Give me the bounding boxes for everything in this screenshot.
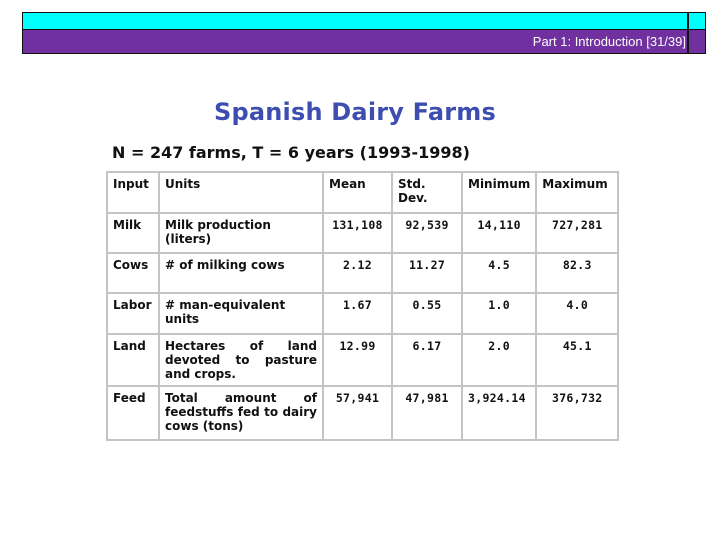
slide-subtitle: N = 247 farms, T = 6 years (1993-1998) — [112, 143, 470, 162]
column-header: Input — [106, 171, 160, 214]
table-cell: 14,110 — [460, 212, 538, 254]
table-cell: 1.67 — [322, 292, 393, 335]
table-row: Land Hectares of land devoted to pasture… — [106, 333, 620, 387]
table-cell: 82.3 — [535, 252, 620, 294]
table-cell: 4.5 — [460, 252, 538, 294]
table-row: Cows # of milking cows 2.12 11.27 4.5 82… — [106, 252, 620, 294]
column-header: Mean — [322, 171, 393, 214]
table-cell: 0.55 — [391, 292, 463, 335]
table-row: Labor # man-equivalent units 1.67 0.55 1… — [106, 292, 620, 335]
table-cell: 12.99 — [322, 333, 393, 387]
section-label: Part 1: Introduction [31/39] — [532, 34, 686, 49]
table-cell: Milk — [106, 212, 160, 254]
header-bar-bottom-tab — [688, 29, 706, 54]
table-cell: 47,981 — [391, 385, 463, 441]
table-cell: 131,108 — [322, 212, 393, 254]
table-cell: 45.1 — [535, 333, 620, 387]
table-row: Feed Total amount of feedstuffs fed to d… — [106, 385, 620, 441]
table-cell: 2.0 — [460, 333, 538, 387]
table-cell: Milk production (liters) — [158, 212, 324, 254]
slide-title: Spanish Dairy Farms — [214, 98, 496, 126]
header-bar-bottom — [22, 29, 688, 54]
column-header: Std. Dev. — [391, 171, 463, 214]
column-header: Units — [158, 171, 324, 214]
table-cell: 6.17 — [391, 333, 463, 387]
table-cell: 2.12 — [322, 252, 393, 294]
table-cell: 11.27 — [391, 252, 463, 294]
table-cell: Cows — [106, 252, 160, 294]
table-cell: Labor — [106, 292, 160, 335]
table-row: Milk Milk production (liters) 131,108 92… — [106, 212, 620, 254]
table-cell: 376,732 — [535, 385, 620, 441]
table-cell: # man-equivalent units — [158, 292, 324, 335]
table-cell: Total amount of feedstuffs fed to dairy … — [158, 385, 324, 441]
table-cell: Feed — [106, 385, 160, 441]
table-cell: 57,941 — [322, 385, 393, 441]
dairy-farms-table: Input Units Mean Std. Dev. Minimum Maxim… — [106, 171, 620, 441]
table-cell: 1.0 — [460, 292, 538, 335]
table-cell: # of milking cows — [158, 252, 324, 294]
column-header: Minimum — [460, 171, 538, 214]
column-header: Maximum — [535, 171, 620, 214]
table-cell: Hectares of land devoted to pasture and … — [158, 333, 324, 387]
table-cell: 3,924.14 — [460, 385, 538, 441]
table-cell: 92,539 — [391, 212, 463, 254]
table-header-row: Input Units Mean Std. Dev. Minimum Maxim… — [106, 171, 620, 214]
header-bar-top — [22, 12, 688, 30]
table-cell: 4.0 — [535, 292, 620, 335]
table-cell: Land — [106, 333, 160, 387]
header-bar-top-tab — [688, 12, 706, 30]
table-cell: 727,281 — [535, 212, 620, 254]
